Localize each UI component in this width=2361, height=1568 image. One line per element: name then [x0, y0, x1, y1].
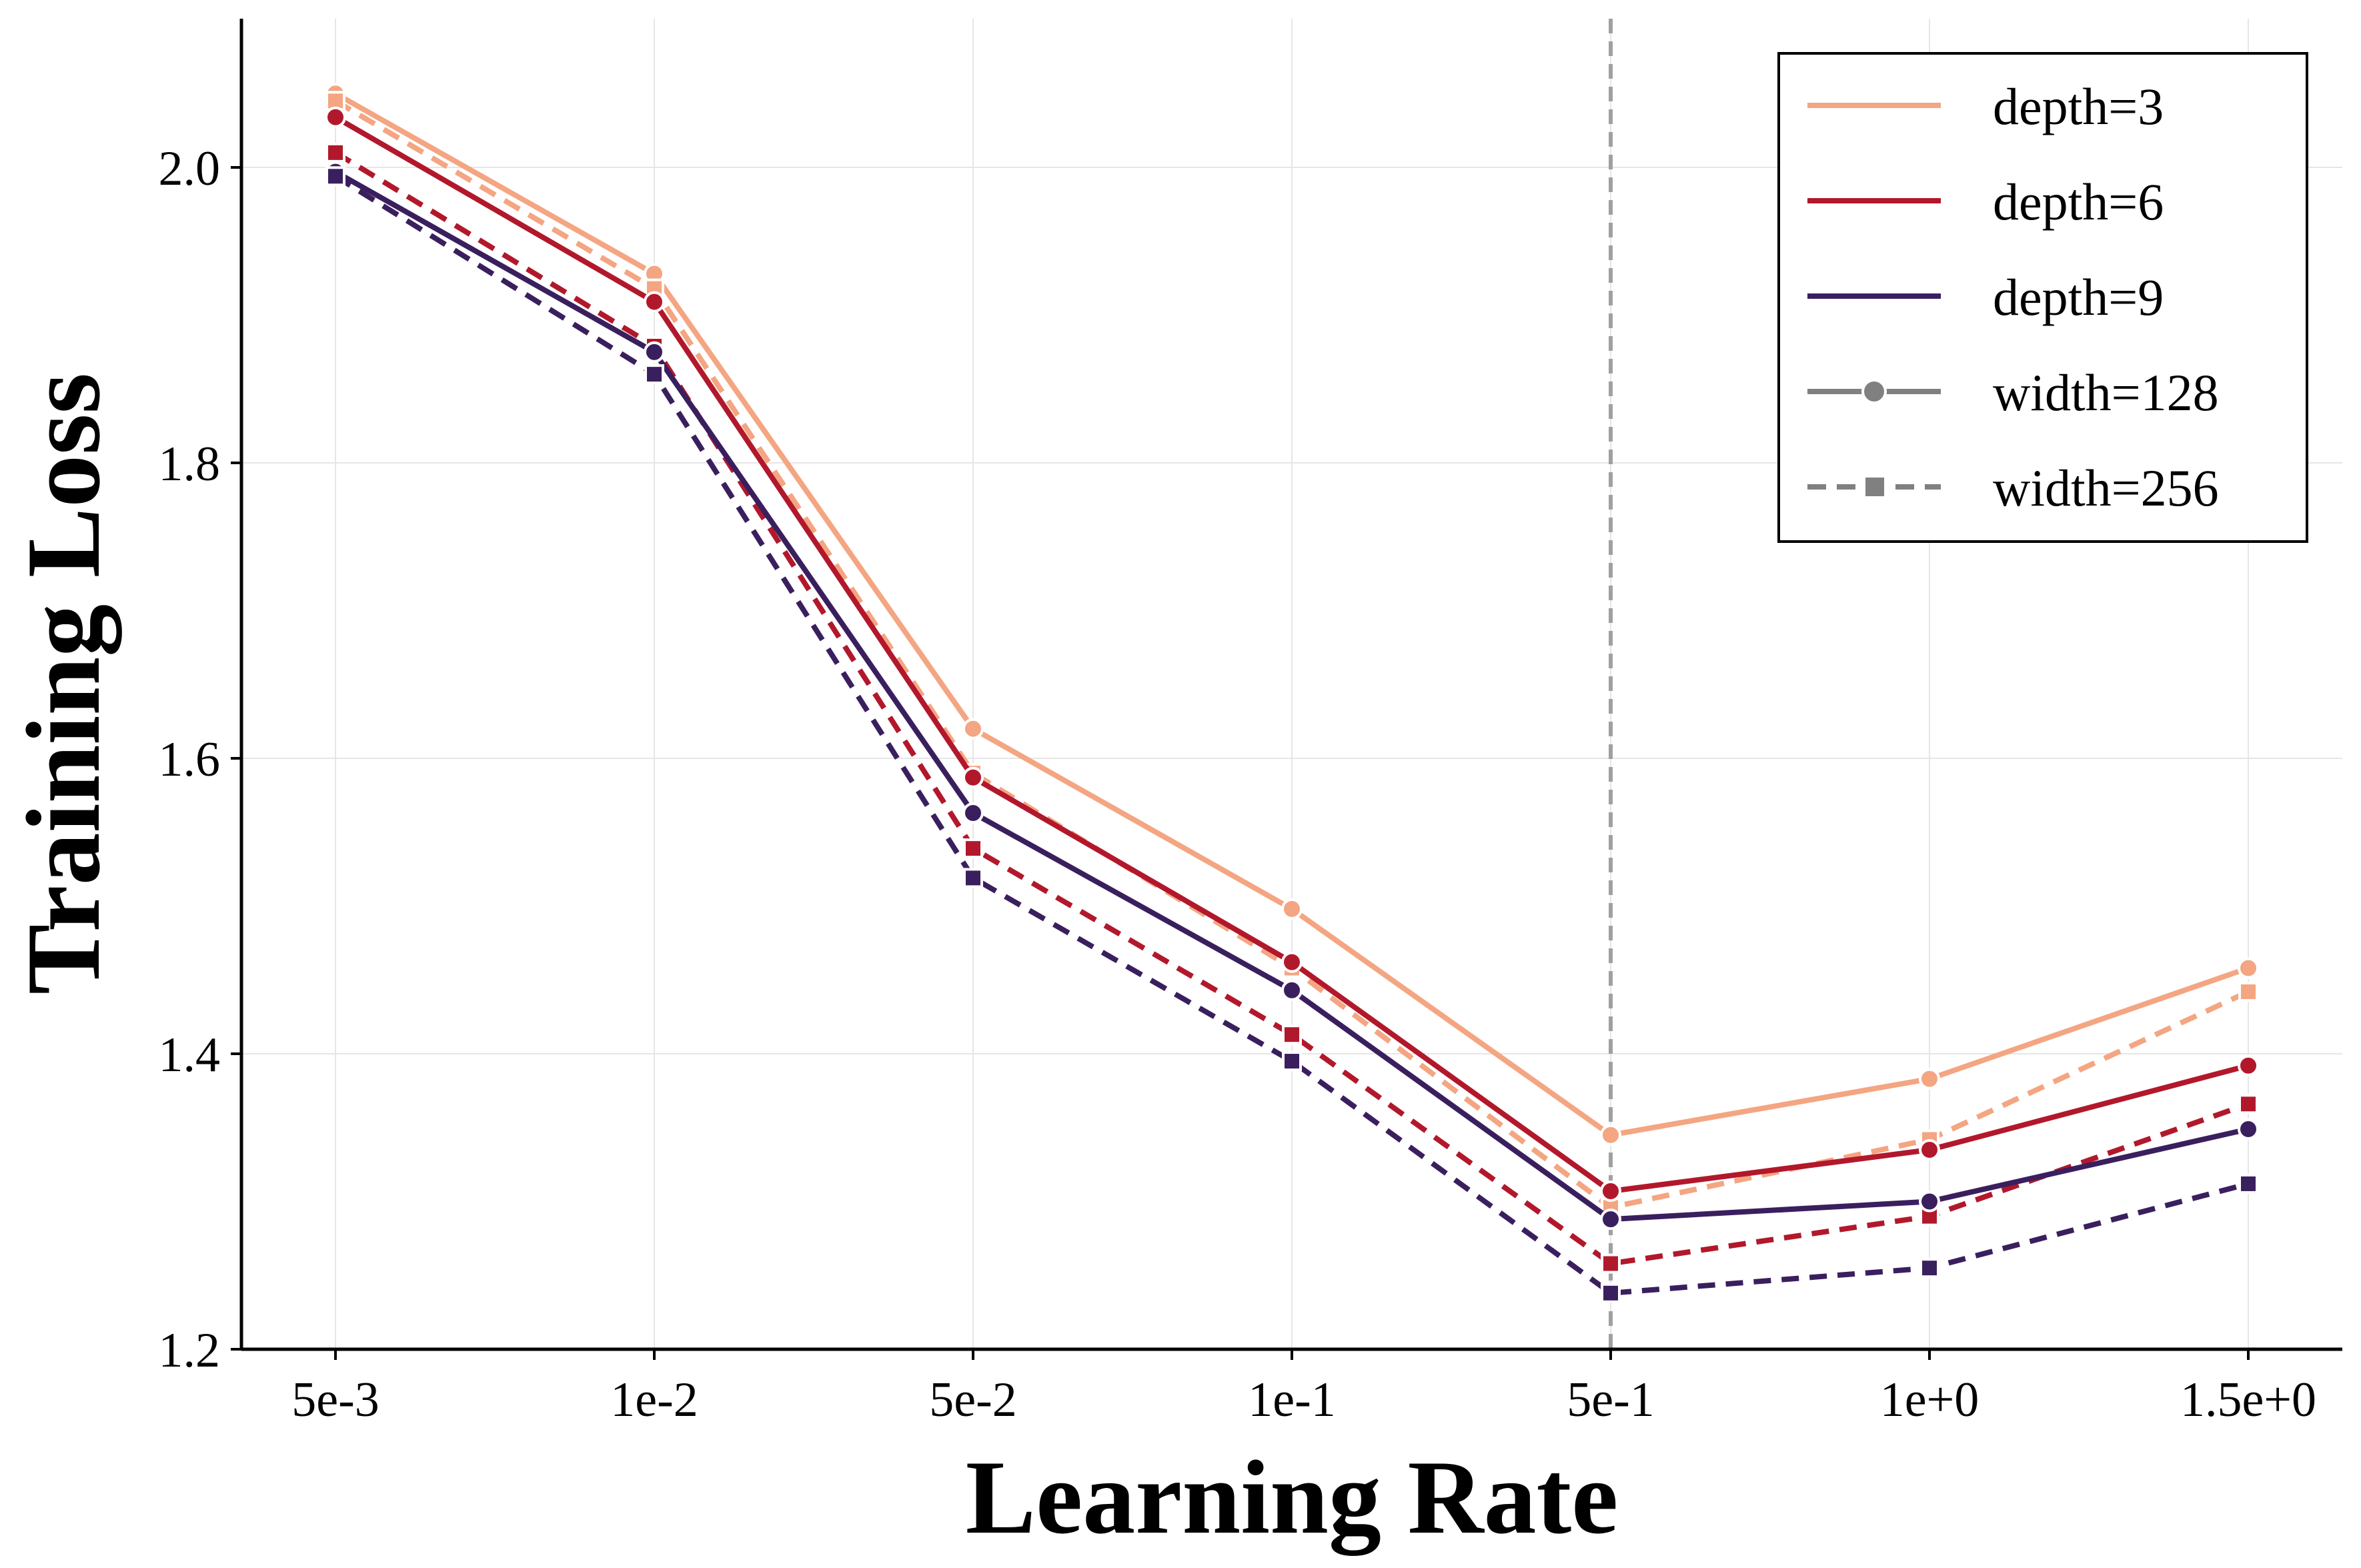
y-tick-label: 2.0 [159, 141, 221, 196]
legend-entry-4: width=256 [1807, 459, 2219, 517]
x-tick-label: 5e-1 [1567, 1373, 1655, 1427]
data-point-square [644, 364, 664, 385]
data-point-circle [1919, 1068, 1940, 1090]
tick-layer: 5e-3 1e-2 5e-2 1e-1 5e-1 1e+0 1.5e+0 1.2 1.4 1.6 1… [159, 141, 2317, 1427]
legend-marker-circle [1861, 379, 1887, 404]
legend-label: depth=6 [1993, 173, 2164, 231]
data-point-circle [644, 291, 665, 313]
data-point-square [1919, 1258, 1939, 1279]
data-point-circle [1919, 1191, 1940, 1213]
legend-label: depth=3 [1993, 77, 2164, 135]
x-tick-label: 5e-3 [291, 1373, 379, 1427]
data-point-square [1601, 1253, 1621, 1274]
y-tick-label: 1.4 [159, 1028, 221, 1082]
data-point-square [325, 166, 345, 187]
legend-label: width=128 [1993, 363, 2219, 422]
data-point-square [325, 142, 345, 163]
data-point-square [2238, 1173, 2258, 1194]
x-axis-title: Learning Rate [966, 1439, 1619, 1556]
legend-entry-3: width=128 [1807, 363, 2219, 422]
data-point-square [1282, 1024, 1302, 1045]
data-point-circle [2238, 1054, 2259, 1076]
data-point-square [963, 838, 983, 859]
legend-label: width=256 [1993, 459, 2219, 517]
data-point-circle [1600, 1209, 1621, 1231]
y-tick-label: 1.2 [159, 1323, 221, 1378]
data-point-square [1601, 1283, 1621, 1303]
x-tick-label: 1.5e+0 [2180, 1373, 2316, 1427]
series-5 [325, 166, 2258, 1303]
data-point-circle [962, 802, 984, 824]
data-point-circle [1281, 898, 1303, 920]
legend: depth=3 depth=6 depth=9 width=128 width=256 [1777, 52, 2308, 543]
y-axis-title: Training Loss [5, 373, 122, 994]
data-point-circle [1600, 1180, 1621, 1202]
series-layer [325, 83, 2259, 1303]
data-point-circle [2238, 1118, 2259, 1140]
series-2 [325, 106, 2259, 1202]
data-point-circle [2238, 957, 2259, 979]
x-tick-label: 1e+0 [1880, 1373, 1980, 1427]
legend-entry-1: depth=6 [1807, 173, 2164, 231]
x-tick-label: 5e-2 [929, 1373, 1017, 1427]
y-tick-label: 1.8 [159, 437, 221, 492]
data-point-square [2238, 1094, 2258, 1114]
data-point-circle [962, 718, 984, 740]
data-point-circle [325, 106, 346, 128]
data-point-square [2238, 981, 2258, 1002]
series-4 [325, 161, 2259, 1231]
data-point-circle [1919, 1138, 1940, 1160]
x-tick-label: 1e-2 [610, 1373, 698, 1427]
data-point-circle [1281, 951, 1303, 973]
data-point-circle [1281, 979, 1303, 1001]
data-point-square [963, 868, 983, 888]
data-point-circle [644, 341, 665, 363]
legend-entry-2: depth=9 [1807, 268, 2164, 326]
data-point-circle [962, 766, 984, 788]
data-point-square [1282, 1051, 1302, 1072]
legend-marker-square [1863, 475, 1887, 499]
data-point-circle [1600, 1124, 1621, 1146]
x-tick-label: 1e-1 [1248, 1373, 1336, 1427]
legend-entry-0: depth=3 [1807, 77, 2164, 135]
legend-label: depth=9 [1993, 268, 2164, 326]
y-tick-label: 1.6 [159, 732, 221, 787]
